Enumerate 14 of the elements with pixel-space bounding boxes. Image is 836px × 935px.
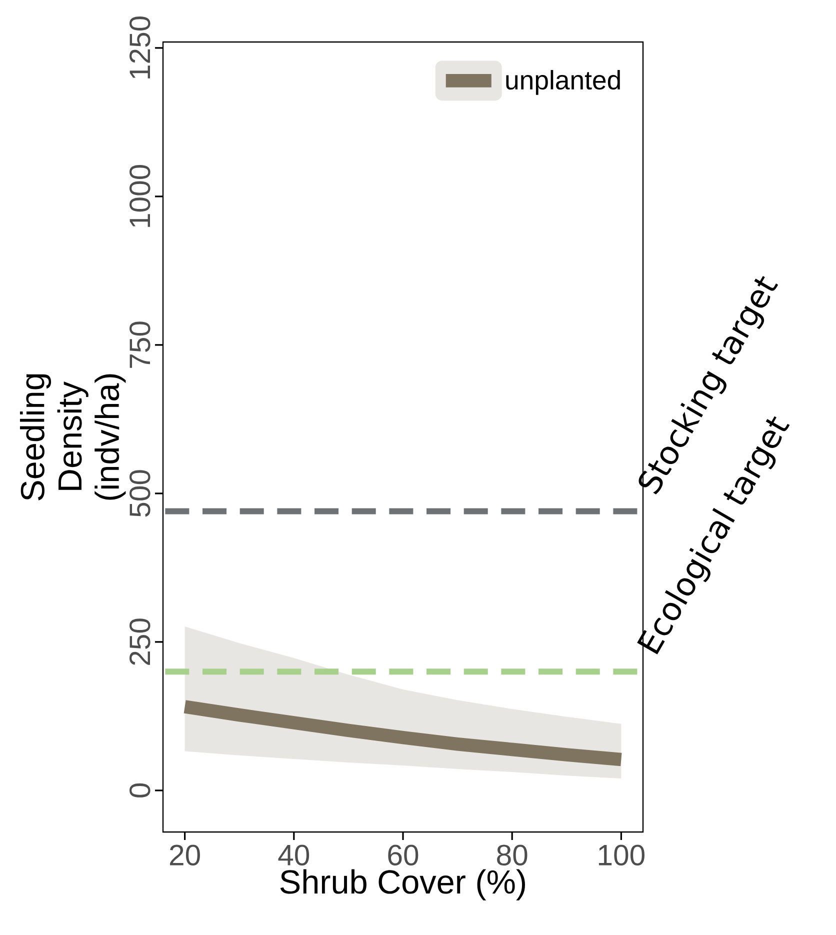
y-tick-label: 250 xyxy=(130,618,150,665)
y-tick-label: 750 xyxy=(130,322,150,368)
y-tick-label: 1250 xyxy=(130,16,150,78)
y-axis-title: Seedling Density (indv/ha) xyxy=(20,374,126,500)
x-axis-title: Shrub Cover (%) xyxy=(280,869,525,900)
x-tick-label: 100 xyxy=(598,844,644,866)
y-tick-label: 0 xyxy=(130,783,150,798)
legend-label: unplanted xyxy=(506,70,620,95)
x-tick-label: 80 xyxy=(497,844,528,866)
y-tick-label: 1000 xyxy=(130,164,150,227)
y-tick-label: 500 xyxy=(130,470,150,517)
x-tick-label: 40 xyxy=(278,844,310,866)
x-tick-label: 60 xyxy=(388,844,418,866)
x-tick-label: 20 xyxy=(170,844,200,866)
